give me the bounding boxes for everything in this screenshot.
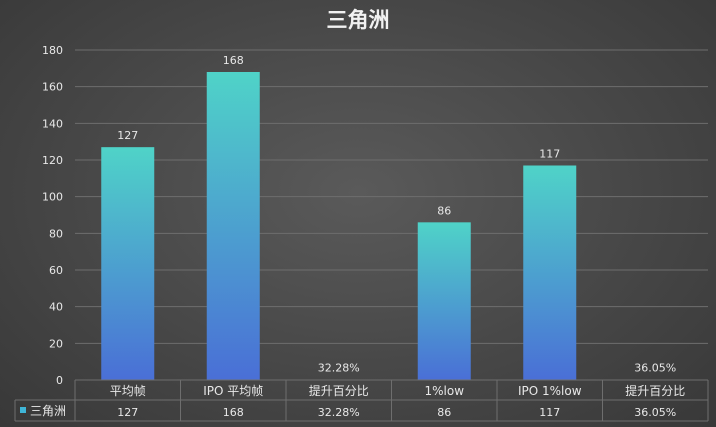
y-tick-label: 140 — [42, 117, 63, 130]
chart-title: 三角洲 — [327, 8, 390, 32]
y-tick-label: 120 — [42, 154, 63, 167]
data-label: 117 — [539, 148, 560, 161]
x-category-label: IPO 1%low — [518, 384, 582, 398]
legend-marker — [20, 407, 26, 413]
y-tick-label: 180 — [42, 44, 63, 57]
bar — [101, 147, 155, 380]
table-value: 168 — [223, 406, 244, 419]
y-tick-label: 160 — [42, 81, 63, 94]
x-category-label: IPO 平均帧 — [203, 384, 263, 398]
y-tick-label: 80 — [49, 227, 63, 240]
data-table: 平均帧 127 IPO 平均帧 168 提升百分比 32.28% 1%low 86 IPO 1%… — [14, 379, 709, 422]
bars — [101, 72, 577, 380]
x-category-label: 提升百分比 — [625, 383, 685, 398]
data-label: 32.28% — [318, 361, 360, 374]
bar — [523, 165, 577, 380]
y-tick-label: 0 — [56, 374, 63, 387]
table-value: 36.05% — [634, 406, 676, 419]
data-label: 36.05% — [634, 361, 676, 374]
legend-label: 三角洲 — [30, 404, 66, 418]
bar — [417, 222, 471, 380]
table-value: 117 — [539, 406, 560, 419]
y-tick-label: 100 — [42, 191, 63, 204]
x-category-label: 平均帧 — [110, 384, 146, 398]
table-value: 127 — [117, 406, 138, 419]
y-tick-label: 60 — [49, 264, 63, 277]
x-category-label: 1%low — [424, 384, 464, 398]
y-tick-label: 40 — [49, 301, 63, 314]
x-category-label: 提升百分比 — [309, 383, 369, 398]
table-value: 32.28% — [318, 406, 360, 419]
gridlines — [75, 49, 708, 344]
data-label: 127 — [117, 129, 138, 142]
y-axis-ticks: 0 20 40 60 80 100 120 140 160 180 — [42, 44, 63, 387]
data-label: 168 — [223, 54, 244, 67]
data-label: 86 — [437, 204, 451, 217]
table-value: 86 — [437, 406, 451, 419]
bar — [206, 72, 260, 380]
y-tick-label: 20 — [49, 337, 63, 350]
data-labels: 127 168 32.28% 86 117 36.05% — [117, 54, 676, 374]
